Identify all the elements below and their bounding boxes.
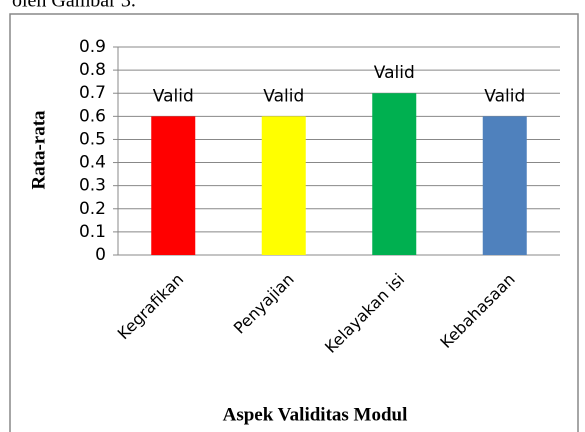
y-tick-label: 0.1 (79, 222, 106, 242)
y-tick-label: 0.8 (79, 60, 106, 80)
y-axis-title: Rata-rata (28, 110, 49, 190)
bar-annotation: Valid (374, 63, 415, 83)
bar (151, 116, 196, 255)
bar-annotation: Valid (263, 86, 304, 106)
x-axis-title: Aspek Validitas Modul (223, 404, 408, 425)
bar (482, 116, 527, 255)
bar (372, 93, 417, 255)
bar (261, 116, 306, 255)
bar-annotation: Valid (484, 86, 525, 106)
y-tick-label: 0.3 (79, 176, 106, 196)
y-tick-label: 0.2 (79, 199, 106, 219)
y-tick-label: 0.4 (79, 153, 106, 173)
y-tick-label: 0.9 (79, 37, 106, 57)
bar-annotation: Valid (153, 86, 194, 106)
page-text: oleh Gambar 3. (12, 0, 136, 12)
y-tick-label: 0.5 (79, 129, 106, 149)
y-tick-label: 0 (95, 245, 106, 265)
y-tick-label: 0.6 (79, 106, 106, 126)
y-tick-label: 0.7 (79, 83, 106, 103)
